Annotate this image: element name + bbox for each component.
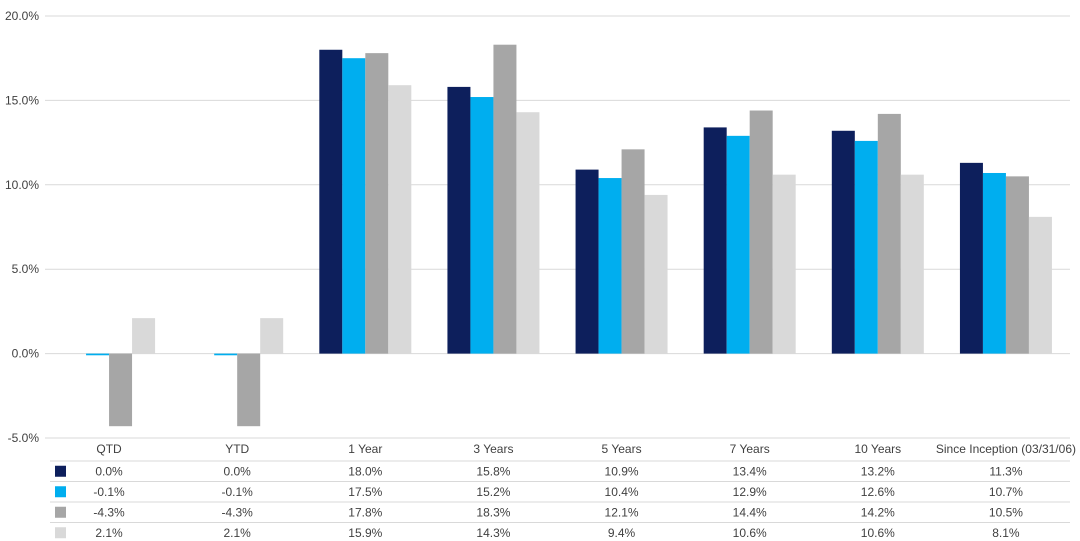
data-label: 8.1%: [992, 526, 1020, 540]
bar: [1005, 176, 1029, 354]
category-label: 5 Years: [602, 442, 642, 456]
data-label: 18.3%: [476, 505, 510, 519]
data-label: 15.8%: [476, 464, 510, 478]
y-axis-tick-labels: -5.0% 0.0% 5.0% 10.0% 15.0% 20.0%: [5, 9, 39, 445]
category-label: Since Inception (03/31/06): [936, 442, 1076, 456]
bar: [109, 353, 133, 427]
category-label: 7 Years: [730, 442, 770, 456]
data-label: 10.6%: [733, 526, 767, 540]
bar: [598, 178, 622, 354]
bar: [575, 169, 599, 354]
bar: [877, 113, 901, 354]
bar: [470, 97, 494, 354]
category-label: 3 Years: [473, 442, 513, 456]
data-label: -4.3%: [93, 505, 125, 519]
data-label: 17.5%: [348, 485, 382, 499]
data-label: 15.9%: [348, 526, 382, 540]
bar: [772, 174, 796, 354]
bar: [982, 172, 1006, 354]
bar: [319, 49, 343, 354]
bar: [214, 353, 238, 356]
bar: [621, 149, 645, 354]
bar: [1028, 216, 1052, 354]
y-tick-label: 0.0%: [12, 347, 40, 361]
legend-swatch: [55, 486, 66, 498]
bar: [703, 127, 727, 354]
data-label: 14.2%: [861, 505, 895, 519]
data-label: 13.4%: [733, 464, 767, 478]
bar: [342, 58, 366, 354]
bar: [237, 353, 261, 427]
data-label: 13.2%: [861, 464, 895, 478]
data-label: 10.9%: [605, 464, 639, 478]
data-label: 14.3%: [476, 526, 510, 540]
bar: [260, 318, 284, 354]
data-label: -0.1%: [222, 485, 254, 499]
bar: [388, 85, 412, 354]
y-tick-label: -5.0%: [8, 431, 40, 445]
data-label: 12.6%: [861, 485, 895, 499]
bar: [749, 110, 773, 354]
data-label: 15.2%: [476, 485, 510, 499]
legend-swatch: [55, 465, 66, 477]
data-label: 14.4%: [733, 505, 767, 519]
data-label: 10.7%: [989, 485, 1023, 499]
data-label: 10.6%: [861, 526, 895, 540]
bars: [86, 44, 1052, 427]
data-label: 10.4%: [605, 485, 639, 499]
bar: [493, 44, 517, 354]
data-label: 2.1%: [224, 526, 252, 540]
data-label: 2.1%: [95, 526, 123, 540]
bar: [959, 162, 983, 354]
data-label: 10.5%: [989, 505, 1023, 519]
bar: [900, 174, 924, 354]
bar: [447, 86, 471, 354]
y-tick-label: 15.0%: [5, 93, 39, 107]
category-labels: QTD YTD 1 Year 3 Years 5 Years 7 Years 10 Year…: [96, 442, 1076, 456]
data-label: 9.4%: [608, 526, 636, 540]
y-tick-label: 10.0%: [5, 178, 39, 192]
data-label: 12.9%: [733, 485, 767, 499]
category-label: 10 Years: [854, 442, 901, 456]
data-label: -4.3%: [222, 505, 254, 519]
data-label: 17.8%: [348, 505, 382, 519]
data-label: 18.0%: [348, 464, 382, 478]
bar: [644, 194, 668, 354]
data-label: 11.3%: [989, 464, 1022, 478]
legend-swatch: [55, 506, 66, 518]
bar: [516, 112, 540, 354]
bar: [726, 135, 750, 354]
data-label: -0.1%: [93, 485, 125, 499]
category-label: QTD: [96, 442, 122, 456]
data-label: 0.0%: [224, 464, 252, 478]
bar: [831, 130, 855, 354]
bar: [86, 353, 110, 356]
bar: [365, 53, 389, 354]
bar: [854, 140, 878, 354]
category-label: YTD: [225, 442, 249, 456]
y-tick-label: 5.0%: [12, 262, 40, 276]
data-table: 0.0% 0.0% 18.0% 15.8% 10.9% 13.4% 13.2% 11.3% -0…: [50, 460, 1070, 540]
bar: [132, 318, 156, 354]
y-tick-label: 20.0%: [5, 9, 39, 23]
data-label: 12.1%: [605, 505, 639, 519]
legend-swatch: [55, 527, 66, 539]
category-label: 1 Year: [348, 442, 382, 456]
data-label: 0.0%: [95, 464, 123, 478]
